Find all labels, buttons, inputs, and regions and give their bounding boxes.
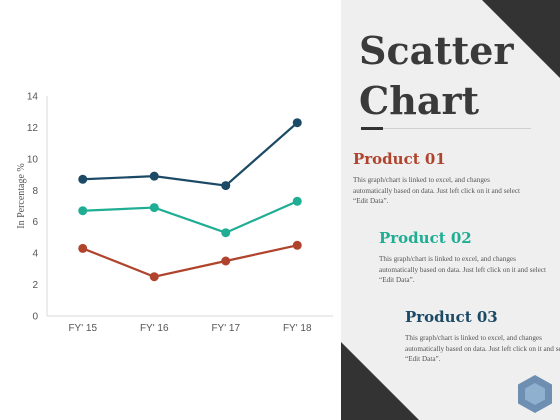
x-tick-label: FY' 17 <box>211 323 240 334</box>
y-tick-label: 0 <box>32 312 38 323</box>
title-divider-accent <box>361 127 383 130</box>
y-tick-label: 14 <box>27 92 39 103</box>
corner-decoration-bottom <box>341 342 419 420</box>
series-3-point <box>292 240 302 250</box>
y-tick-label: 10 <box>27 154 39 165</box>
series-3-point <box>221 256 231 266</box>
series-1-point <box>292 118 302 128</box>
product-01-title: Product 01 <box>353 150 446 168</box>
y-tick-label: 6 <box>32 217 38 228</box>
series-1-line <box>82 121 298 187</box>
info-panel: Scatter Chart Product 01 This graph/char… <box>341 0 560 420</box>
series-1-point <box>78 174 88 184</box>
series-2-line <box>82 200 298 234</box>
line-chart: In Percentage % 0 2 4 6 8 10 12 14 FY' 15 FY' 16 F… <box>16 92 333 334</box>
product-03-text: This graph/chart is linked to excel, and… <box>405 334 560 363</box>
x-tick-label: FY' 18 <box>283 323 312 334</box>
series-2-point <box>292 196 302 206</box>
series-3-point <box>149 272 159 282</box>
series-2-point <box>149 203 159 213</box>
y-axis-label: In Percentage % <box>16 163 27 229</box>
x-tick-label: FY' 16 <box>140 323 169 334</box>
product-01-text: This graph/chart is linked to excel, and… <box>353 176 521 205</box>
series-2-point <box>221 228 231 238</box>
series-2-point <box>78 206 88 216</box>
x-tick-label: FY' 15 <box>68 323 97 334</box>
y-tick-label: 4 <box>32 249 38 260</box>
y-tick-label: 12 <box>27 123 39 134</box>
y-tick-label: 2 <box>32 280 38 291</box>
hexagon-icon <box>518 375 552 413</box>
product-02-text: This graph/chart is linked to excel, and… <box>379 255 547 284</box>
series-1-point <box>221 181 231 191</box>
title-divider <box>361 128 531 129</box>
product-02-title: Product 02 <box>379 229 472 247</box>
page-title: Scatter Chart <box>359 28 514 123</box>
series-3-point <box>78 243 88 253</box>
y-tick-label: 8 <box>32 186 38 197</box>
corner-decoration-top <box>482 0 560 78</box>
series-3-line <box>82 244 298 278</box>
series-1-point <box>149 171 159 181</box>
product-03-title: Product 03 <box>405 308 498 326</box>
